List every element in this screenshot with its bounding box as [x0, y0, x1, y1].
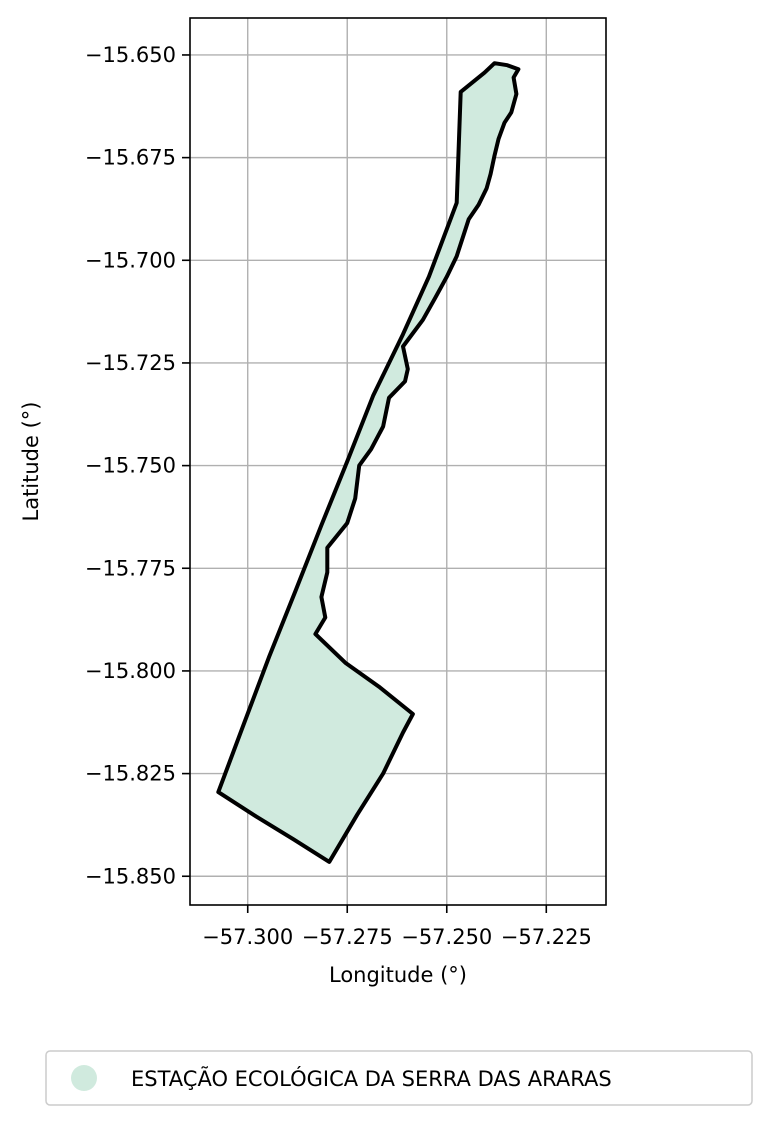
y-tick-label: −15.650: [85, 43, 176, 67]
y-tick-label: −15.675: [85, 146, 176, 170]
x-tick-label: −57.250: [401, 925, 492, 949]
legend-box: [45, 1050, 753, 1106]
y-tick-label: −15.700: [85, 248, 176, 272]
legend: ESTAÇÃO ECOLÓGICA DA SERRA DAS ARARAS: [45, 1050, 753, 1106]
x-tick-label: −57.275: [302, 925, 393, 949]
y-tick-label: −15.800: [85, 659, 176, 683]
y-tick-label: −15.850: [85, 864, 176, 888]
y-tick-label: −15.725: [85, 351, 176, 375]
y-tick-label: −15.775: [85, 556, 176, 580]
plot-frame: [189, 17, 607, 906]
x-axis-label: Longitude (°): [329, 963, 467, 987]
legend-marker-icon: [71, 1065, 97, 1091]
legend-label: ESTAÇÃO ECOLÓGICA DA SERRA DAS ARARAS: [131, 1065, 612, 1091]
ticks: −57.300 −57.275 −57.250 −57.225 −15.650 −15.6…: [85, 43, 592, 949]
x-tick-label: −57.225: [501, 925, 592, 949]
y-tick-label: −15.825: [85, 762, 176, 786]
protected-area-polygon: [216, 61, 521, 864]
feature-layer: [216, 61, 521, 864]
y-tick-label: −15.750: [85, 454, 176, 478]
y-axis-label: Latitude (°): [19, 402, 43, 522]
x-tick-label: −57.300: [202, 925, 293, 949]
